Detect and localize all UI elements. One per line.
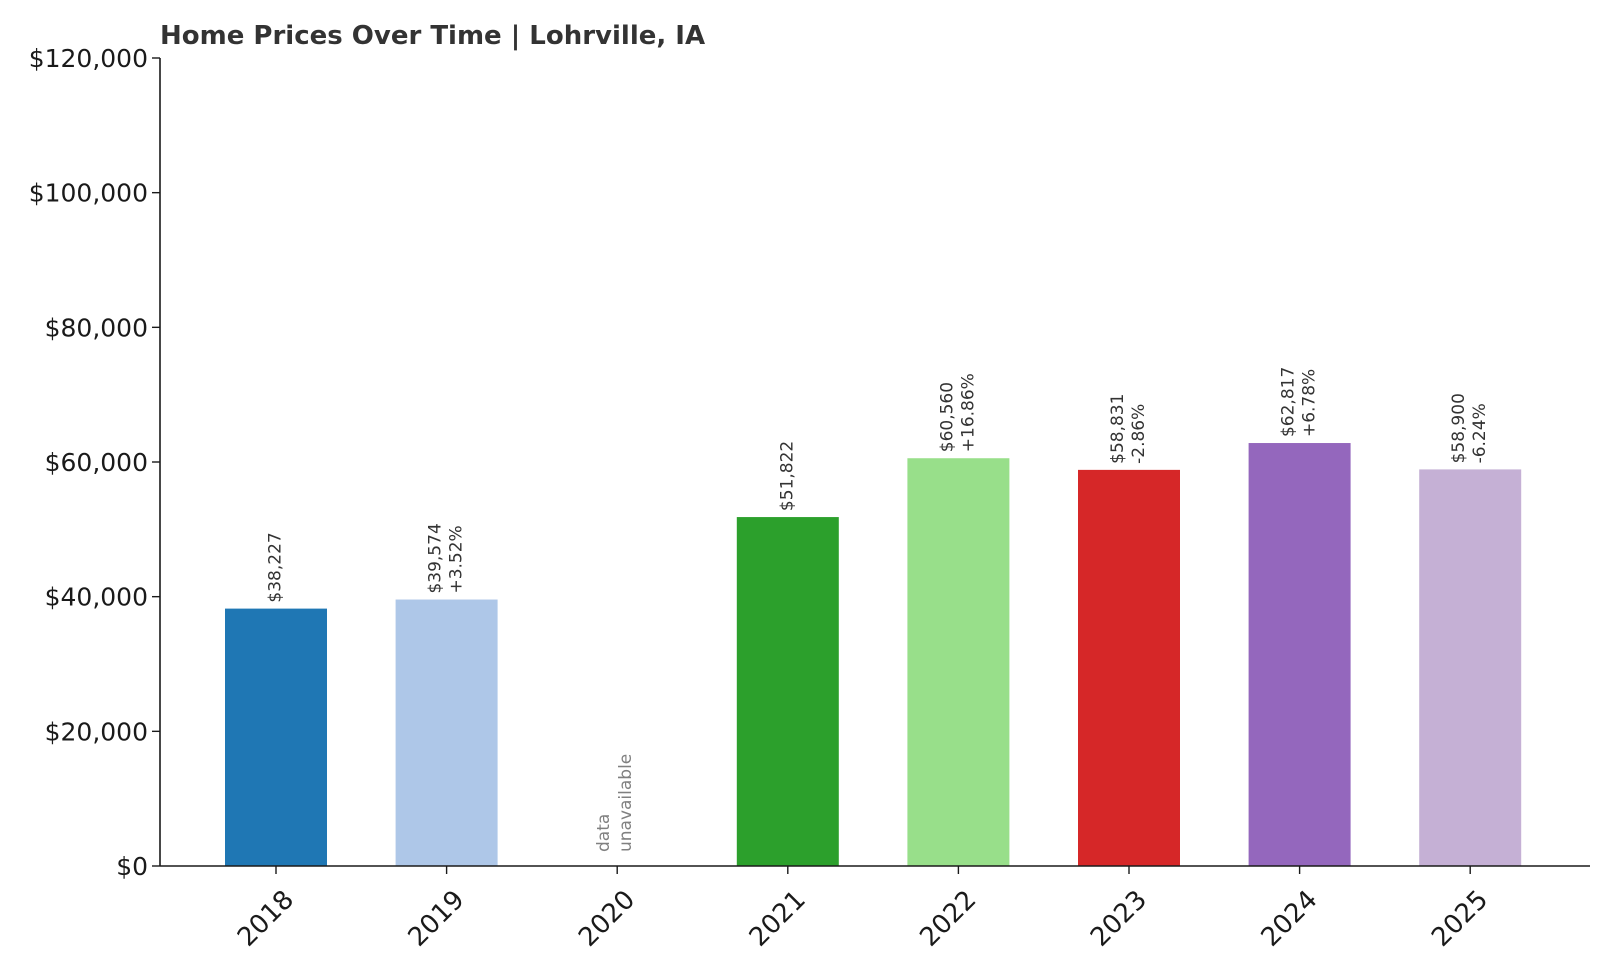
x-tick-label: 2024 bbox=[1256, 885, 1324, 953]
change-label: +3.52% bbox=[447, 525, 467, 593]
bars-group bbox=[225, 443, 1522, 866]
bar-2018 bbox=[225, 608, 327, 866]
y-tick-label: $60,000 bbox=[45, 448, 148, 477]
x-axis: 2018 2019 2020 2021 2022 2023 2024 2025 bbox=[160, 865, 1590, 953]
missing-data-label: data bbox=[594, 814, 614, 852]
bar-2022 bbox=[907, 458, 1010, 866]
bar-2024 bbox=[1248, 443, 1351, 866]
value-label: $39,574 bbox=[426, 523, 446, 593]
missing-data-label: unavailable bbox=[616, 754, 636, 852]
bar-2021 bbox=[736, 517, 839, 866]
value-label: $51,822 bbox=[777, 441, 797, 511]
value-label: $58,831 bbox=[1108, 394, 1128, 464]
data-labels-group: $38,227 $39,574 +3.52% data unavailable $51,8… bbox=[266, 367, 1491, 852]
y-tick-label: $120,000 bbox=[29, 44, 148, 73]
y-axis: $0 $20,000 $40,000 $60,000 $80,000 $100,000 $1… bbox=[29, 44, 161, 881]
x-tick-label: 2022 bbox=[914, 885, 982, 953]
y-tick-label: $80,000 bbox=[45, 313, 148, 342]
value-label: $62,817 bbox=[1279, 367, 1299, 437]
chart-title: Home Prices Over Time | Lohrville, IA bbox=[160, 21, 705, 51]
bar-2025 bbox=[1419, 469, 1522, 866]
y-tick-label: $20,000 bbox=[45, 717, 148, 746]
y-tick-label: $100,000 bbox=[29, 179, 148, 208]
change-label: +6.78% bbox=[1300, 369, 1320, 437]
change-label: -2.86% bbox=[1129, 404, 1149, 464]
y-tick-label: $0 bbox=[116, 852, 148, 881]
bar-2019 bbox=[395, 599, 498, 866]
value-label: $60,560 bbox=[937, 382, 957, 452]
change-label: +16.86% bbox=[958, 373, 978, 452]
value-label: $38,227 bbox=[266, 532, 286, 602]
x-tick-label: 2020 bbox=[573, 885, 641, 953]
x-tick-label: 2023 bbox=[1085, 885, 1153, 953]
x-tick-label: 2025 bbox=[1426, 885, 1494, 953]
change-label: -6.24% bbox=[1470, 403, 1490, 463]
value-label: $58,900 bbox=[1449, 393, 1469, 463]
x-tick-label: 2018 bbox=[232, 885, 300, 953]
bar-2023 bbox=[1078, 469, 1180, 866]
y-tick-label: $40,000 bbox=[45, 583, 148, 612]
x-tick-label: 2019 bbox=[403, 885, 471, 953]
x-tick-label: 2021 bbox=[744, 885, 812, 953]
